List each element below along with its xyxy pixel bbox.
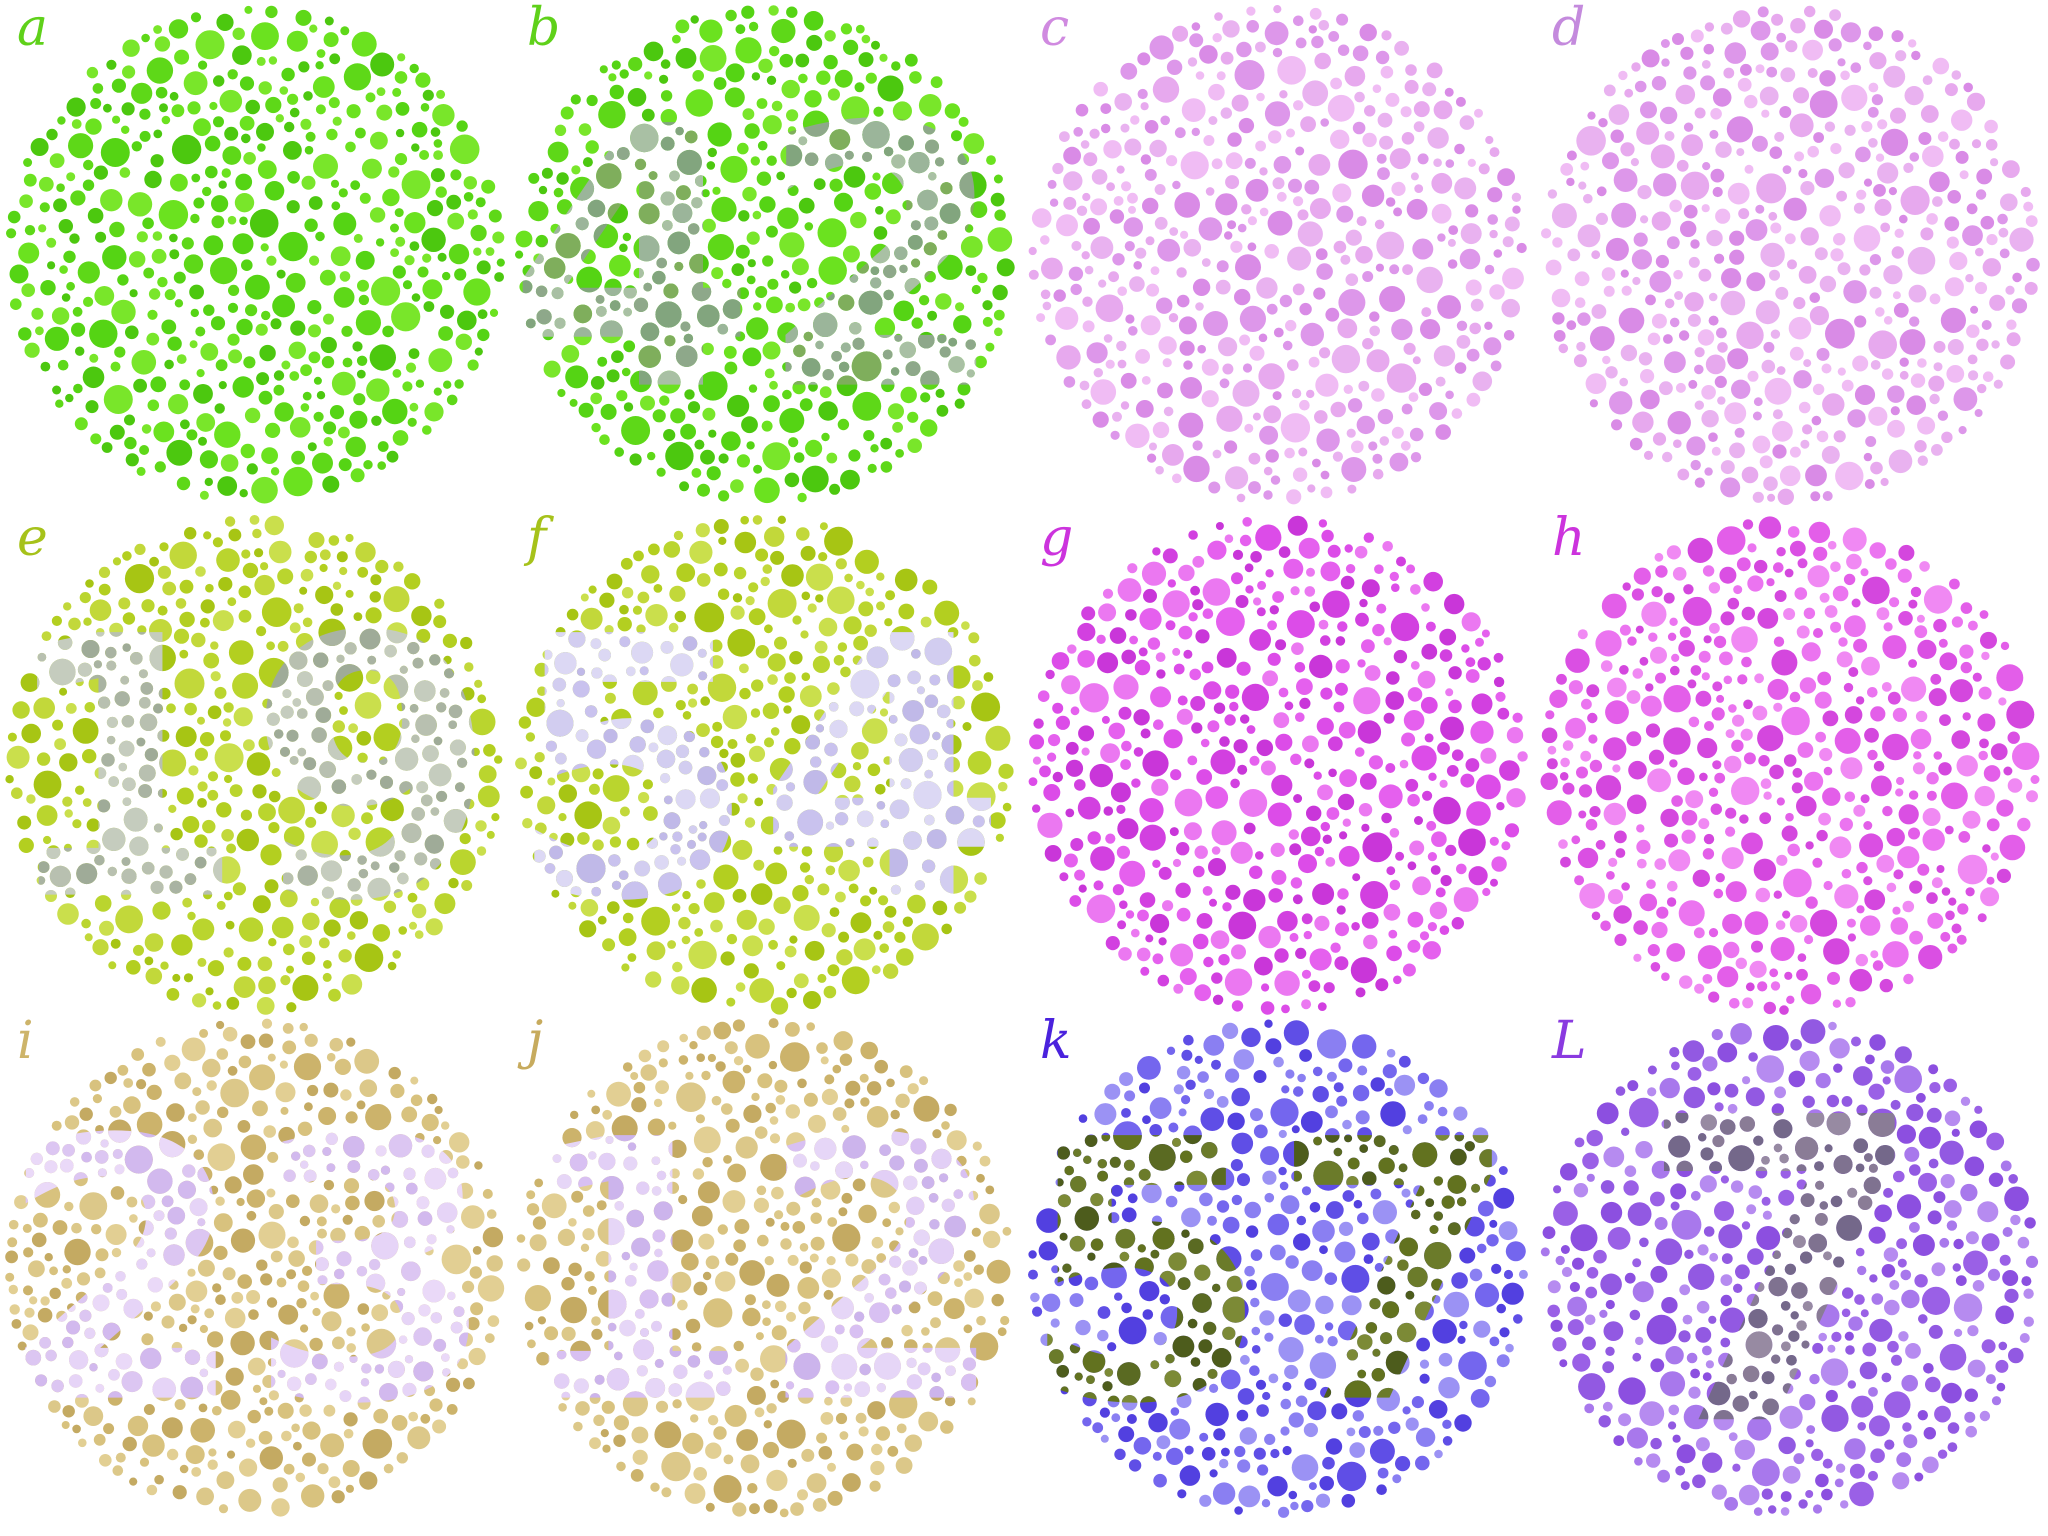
plate-letter-label: b <box>527 0 560 58</box>
plate-d: d <box>1541 0 2040 505</box>
plate-letter-label: L <box>1551 1011 1587 1071</box>
plate-dots <box>6 5 505 504</box>
plate-e: e <box>5 508 503 1015</box>
plate-f: f <box>515 508 1014 1015</box>
plate-letter-label: h <box>1552 508 1586 568</box>
plate-letter-label: j <box>517 1011 543 1071</box>
plate-k: k <box>1028 1011 1528 1518</box>
plate-figure-dots <box>1635 1030 1929 1516</box>
plate-dots <box>1028 5 1527 505</box>
plate-letter-label: d <box>1552 0 1585 58</box>
plate-b: b <box>515 0 1015 504</box>
plate-a: a <box>6 0 505 504</box>
plate-dots <box>1540 516 2040 1015</box>
plate-letter-label: c <box>1040 0 1069 58</box>
plate-dots <box>1028 515 1528 1015</box>
plate-letter-label: a <box>17 0 48 58</box>
plate-g: g <box>1028 508 1528 1015</box>
plate-letter-label: k <box>1040 1011 1072 1071</box>
plate-figure-dots <box>516 1063 1008 1483</box>
plate-L: L <box>1540 1011 2039 1516</box>
plate-letter-label: i <box>17 1011 34 1071</box>
plate-letter-label: g <box>1040 508 1073 568</box>
plate-figure-dots <box>1028 1063 1521 1483</box>
plate-i: i <box>5 1011 505 1517</box>
plate-dots <box>1541 5 2040 505</box>
plate-j: j <box>516 1011 1012 1518</box>
plate-figure-dots <box>5 560 498 980</box>
plate-c: c <box>1028 0 1527 505</box>
plate-figure-dots <box>515 560 1008 980</box>
plate-letter-label: e <box>17 508 48 568</box>
plate-letter-label: f <box>523 508 554 568</box>
plate-figure-dots <box>515 50 1008 470</box>
plate-h: h <box>1540 508 2040 1015</box>
plate-figure-dots <box>5 1063 498 1483</box>
